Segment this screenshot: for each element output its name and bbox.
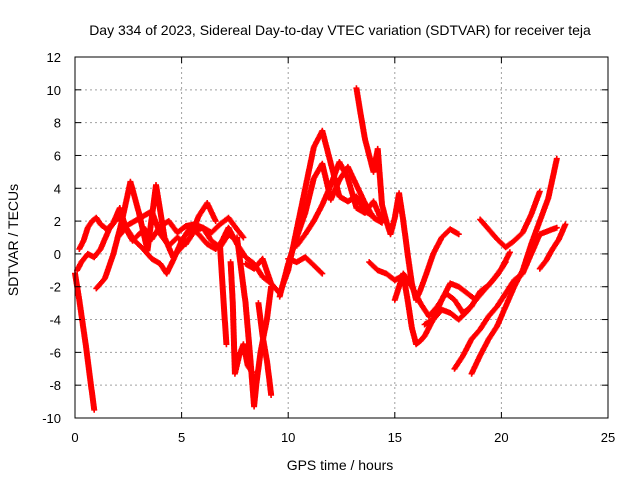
series-markers [234, 234, 275, 410]
y-tick-label: 10 [47, 83, 61, 98]
y-tick-label: -6 [49, 345, 61, 360]
x-tick-label: 0 [71, 430, 78, 445]
series-markers [293, 159, 385, 249]
series-markers [255, 300, 275, 398]
series-markers [353, 85, 462, 303]
series-arc-8 [234, 234, 275, 410]
series-markers [217, 242, 230, 348]
plot-frame [74, 56, 609, 419]
data-series [72, 85, 569, 413]
series-markers [242, 127, 377, 297]
series-markers [477, 188, 543, 251]
series-arc-10 [242, 127, 377, 297]
series-arc-19 [468, 155, 560, 377]
y-tick-label: 12 [47, 50, 61, 65]
series-arc-7 [227, 259, 255, 377]
series-markers [72, 270, 98, 413]
series-markers [227, 259, 255, 377]
series-arc-21 [536, 221, 569, 272]
y-tick-label: -8 [49, 378, 61, 393]
y-tick-label: 8 [54, 116, 61, 131]
series-markers [421, 249, 513, 328]
series-arc-17 [421, 249, 513, 328]
x-tick-label: 15 [388, 430, 402, 445]
y-tick-label: -4 [49, 313, 61, 328]
series-markers [276, 160, 385, 300]
y-tick-label: 4 [54, 181, 61, 196]
y-tick-label: -10 [42, 411, 61, 426]
grid [75, 57, 608, 418]
series-arc-14 [353, 85, 462, 303]
x-tick-label: 10 [281, 430, 295, 445]
series-markers [93, 178, 219, 292]
series-arc-6 [217, 242, 230, 348]
x-tick-label: 25 [601, 430, 615, 445]
series-markers [468, 155, 560, 377]
y-tick-label: 2 [54, 214, 61, 229]
x-tick-label: 5 [178, 430, 185, 445]
x-tick-labels: 0 5 10 15 20 25 [71, 430, 615, 445]
series-arc-13 [285, 254, 326, 277]
series-arc-9 [255, 300, 275, 398]
y-tick-label: 6 [54, 148, 61, 163]
y-tick-label: 0 [54, 247, 61, 262]
y-axis-label: SDTVAR / TECUs [5, 184, 21, 296]
series-arc-1 [72, 270, 98, 413]
series-markers [285, 254, 326, 277]
y-tick-label: -2 [49, 280, 61, 295]
chart-title: Day 334 of 2023, Sidereal Day-to-day VTE… [89, 22, 591, 38]
x-tick-label: 20 [494, 430, 508, 445]
series-arc-20 [477, 188, 543, 251]
series-arc-4 [93, 178, 219, 292]
series-markers [536, 221, 569, 272]
x-axis-label: GPS time / hours [287, 457, 394, 473]
y-tick-labels: -10 -8 -6 -4 -2 0 2 4 6 8 10 12 [42, 50, 61, 426]
series-arc-12 [293, 159, 385, 249]
axis-ticks [74, 56, 609, 419]
series-arc-11 [276, 160, 385, 300]
